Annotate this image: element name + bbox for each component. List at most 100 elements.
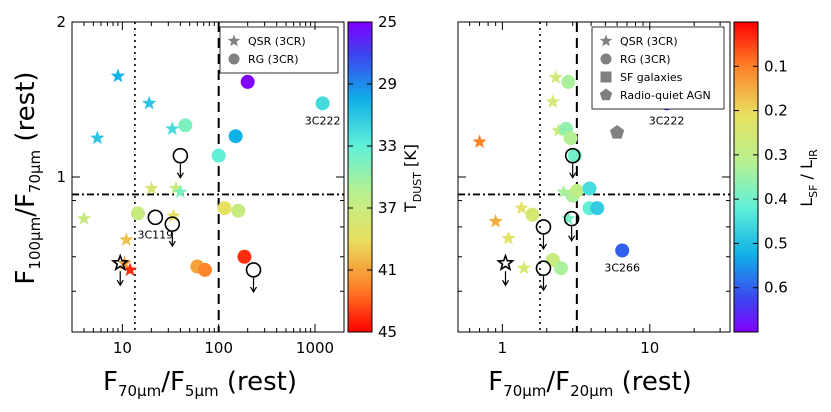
left-point-circle [197,262,212,277]
left-point-circle [315,96,330,111]
right-point-circle [582,181,597,196]
left-x-tick-label: 1000 [296,339,334,357]
left-annotation-3c119: 3C119 [138,228,174,241]
left-legend-circle-marker [228,53,240,65]
left-colorbar-label: TDUST [K] [401,144,424,213]
left-point-star [166,208,181,223]
left-point-star [110,253,130,272]
left-legend-label: QSR (3CR) [248,35,306,48]
right-legend-pentagon-marker [599,88,613,101]
left-point-star [165,121,180,135]
left-colorbar: 25 29 33 37 41 45 TDUST [K] [347,13,424,341]
left-legend: QSR (3CR) RG (3CR) [219,26,339,74]
left-point-star [110,68,126,83]
right-point-circle [563,210,580,227]
right-point-circle [535,219,552,235]
left-point-circle [130,206,145,221]
left-x-tick-label: 10 [113,339,132,357]
right-annotation-3c266: 3C266 [604,261,640,274]
right-colorbar-tick-label: 0.4 [764,190,788,208]
right-colorbar-gradient [733,21,759,333]
left-point-star [76,211,92,225]
right-point-star [514,200,529,215]
left-legend-star-marker [227,34,241,47]
right-scatter-panel: 3C266 3C222 QSR (3CR) RG (3CR) SF galaxies R… [457,21,731,400]
left-y-tick-label: 2 [56,13,66,31]
right-x-axis-label: F70μm/F20μm (rest) [488,367,692,400]
right-colorbar-tick-label: 0.5 [764,234,788,252]
right-point-star [516,260,532,275]
right-point-circle [535,260,552,277]
left-point-circle [245,262,262,278]
left-colorbar-tick-label: 29 [378,75,397,93]
left-colorbar-gradient [347,21,373,333]
right-colorbar-tick-label: 0.2 [764,102,788,120]
left-point-circle [147,209,164,226]
right-point-star [501,230,516,245]
left-point-star [144,180,159,195]
right-legend-box [591,26,725,110]
right-point-circle [554,261,569,276]
left-colorbar-tick-label: 37 [378,199,397,217]
left-colorbar-tick-label: 33 [378,137,397,155]
right-legend-label: QSR (3CR) [620,35,678,48]
right-colorbar-label: LSF / LIR [797,149,820,207]
left-point-circle [217,201,232,216]
left-point-star [122,262,138,276]
right-upper-limit-arrow [569,163,577,179]
left-point-star [90,130,105,145]
right-point-circle [525,207,540,222]
left-point-circle [237,249,252,264]
right-point-star [561,211,576,225]
right-colorbar-tick-label: 0.6 [764,279,788,297]
left-legend-box [219,26,339,74]
left-point-star [142,95,157,110]
left-x-tick-label: 100 [204,339,233,357]
right-upper-limit-arrow [539,276,547,292]
right-legend-circle-marker [600,53,612,65]
right-legend-label: SF galaxies [620,71,683,84]
right-x-tick-label: 1 [498,339,508,357]
right-legend-square-marker [600,71,612,83]
left-upper-limit-arrow [168,232,176,248]
right-point-star [496,253,515,272]
left-colorbar-tick-label: 25 [378,13,397,31]
left-annotation-3c222: 3C222 [305,114,341,127]
right-upper-limit-arrow [501,271,510,287]
right-point-circle [561,74,576,89]
left-point-circle [231,203,246,218]
right-colorbar: 0.1 0.2 0.3 0.4 0.5 0.6 LSF / LIR [733,21,820,333]
right-point-star [472,134,487,148]
left-x-axis-label: F70μm/F5μm (rest) [103,367,297,400]
right-point-star [551,123,566,137]
right-legend-label: RG (3CR) [620,53,671,66]
left-point-star [173,184,188,199]
left-upper-limit-arrow [116,271,124,287]
right-legend: QSR (3CR) RG (3CR) SF galaxies Radio-quiet … [591,26,725,110]
right-point-circle [615,243,630,258]
left-point-star [168,180,184,195]
left-upper-limit-arrow [176,163,184,179]
right-colorbar-tick-label: 0.3 [764,146,788,164]
left-point-circle [164,216,181,232]
right-point-circle [590,201,605,216]
right-upper-limit-arrow [568,226,576,242]
right-legend-star-marker [599,34,613,47]
left-point-star [119,232,134,246]
left-point-circle [178,118,193,133]
right-upper-limit-arrow [539,234,547,251]
left-upper-limit-arrow [250,277,258,294]
right-point-star [548,70,563,84]
left-point-circle [240,74,255,89]
right-point-pentagon [609,125,625,139]
left-colorbar-tick-label: 45 [378,323,397,341]
right-x-tick-label: 10 [640,339,659,357]
right-colorbar-tick-label: 0.1 [764,57,788,75]
left-point-circle [172,147,189,164]
right-point-star [556,184,571,199]
right-point-star [488,213,503,228]
right-point-circle [564,147,581,164]
left-legend-label: RG (3CR) [248,53,299,66]
right-point-circle [569,183,584,198]
